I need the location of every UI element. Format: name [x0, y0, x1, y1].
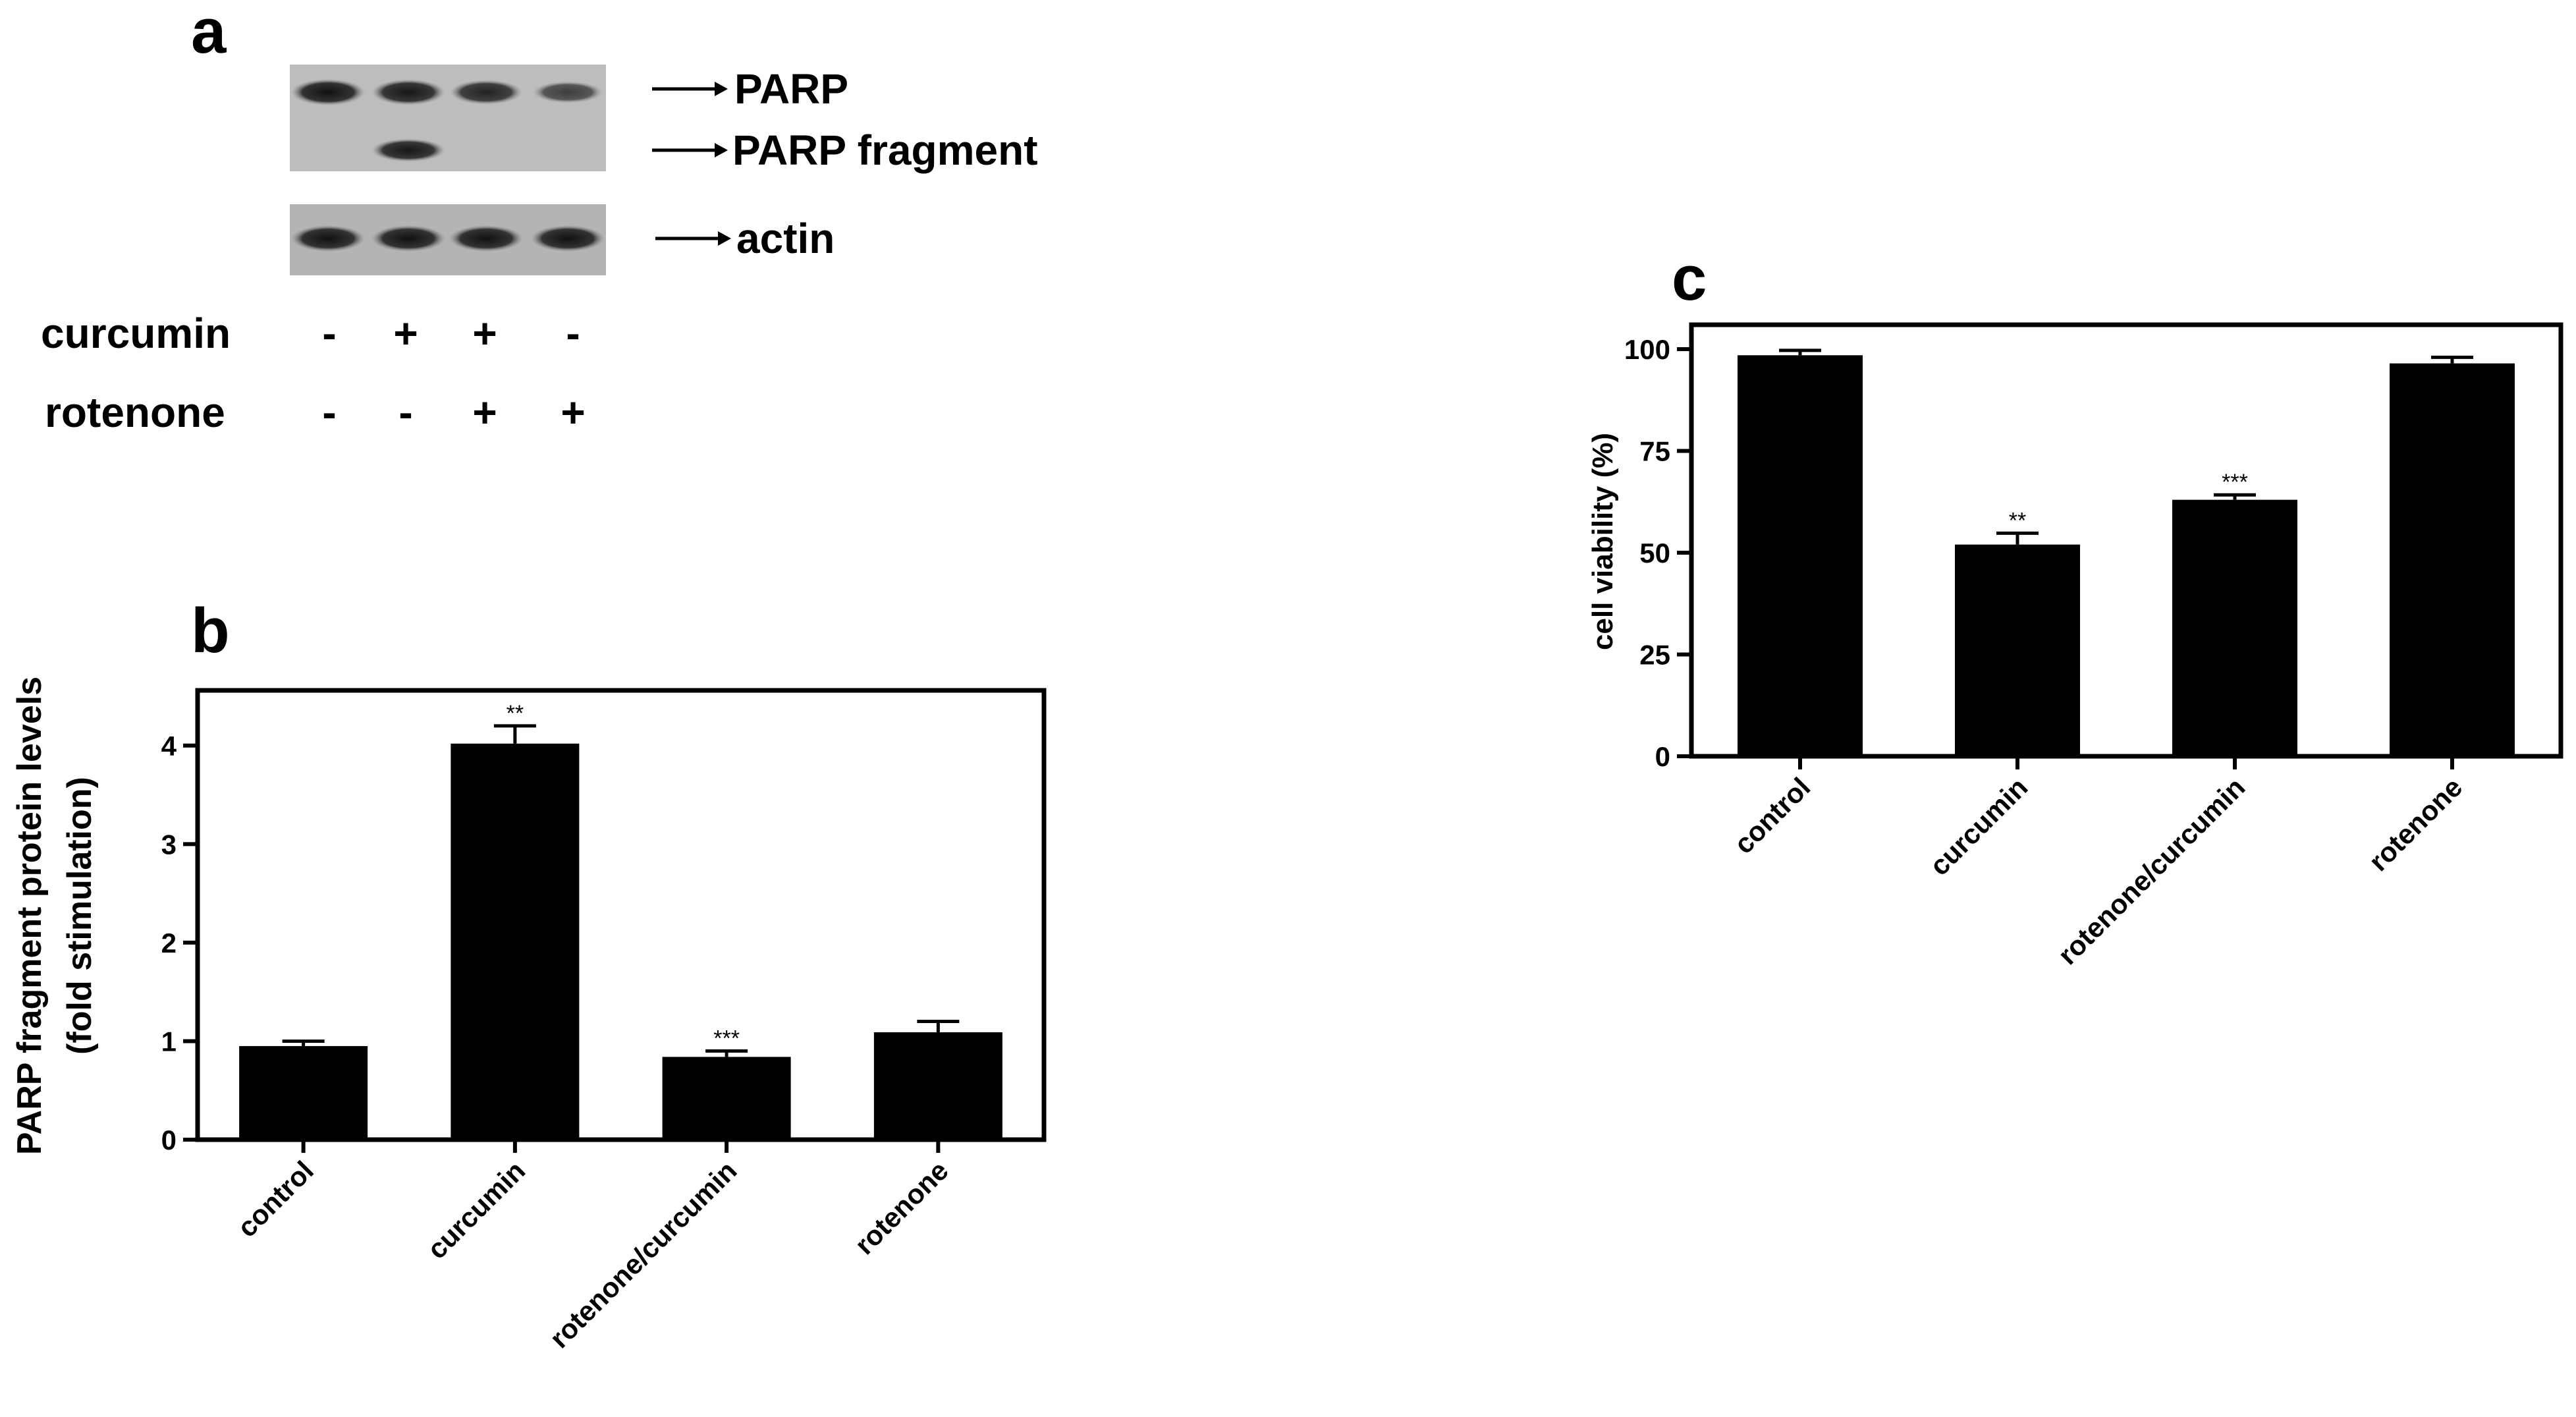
arrow-head-parp-fragment [715, 143, 728, 157]
sign-rotenone-lane-2: - [398, 389, 412, 436]
chart-c-bar [1955, 544, 2080, 756]
chart-b-bar [239, 1045, 368, 1140]
chart-c: 0 25 50 75 100 control ** curcumin *** rotenone/c… [1624, 322, 2563, 970]
chart-c-category-label: rotenone [2363, 771, 2468, 877]
chart-b-ytick-label: 3 [161, 829, 177, 860]
chart-c-ytick-label: 100 [1624, 334, 1670, 365]
sign-rotenone-lane-3: + [472, 389, 497, 436]
chart-b-category-label: rotenone/curcumin [543, 1155, 742, 1354]
chart-b-bar [873, 1032, 1002, 1140]
panel-label-b: b [191, 596, 230, 666]
arrow-head-actin [718, 231, 731, 246]
sign-rotenone-lane-4: + [561, 389, 585, 436]
chart-b: 0 1 2 3 4 control ** curcumin *** rotenone/curcum… [161, 688, 1047, 1354]
sign-curcumin-lane-2: + [393, 310, 418, 357]
blot-band-actin-lane-1 [291, 225, 365, 252]
chart-b-significance-label: ** [507, 701, 524, 726]
chart-b-category-label: rotenone [848, 1155, 954, 1260]
panel-b: b 0 1 2 3 4 control ** curcumin *** rotenone/curc… [11, 596, 1047, 1354]
chart-b-ytick-label: 4 [161, 731, 177, 762]
chart-b-plot-frame [195, 688, 1047, 1142]
chart-c-significance-label: *** [2222, 470, 2248, 495]
blot-band-actin-lane-3 [449, 225, 523, 252]
blot-band-actin-lane-2 [371, 225, 445, 252]
treatment-signs: - + + - - - + + [322, 310, 585, 436]
chart-c-bar [2172, 499, 2297, 756]
chart-b-ytick-label: 2 [161, 928, 177, 959]
chart-c-plot-frame [1689, 322, 2563, 759]
chart-c-ytick-label: 50 [1639, 538, 1670, 569]
chart-c-category-label: curcumin [1923, 771, 2033, 881]
band-label-parp-fragment: PARP fragment [652, 126, 1038, 174]
chart-c-bar [2390, 363, 2515, 756]
blot-band-actin-lane-4 [531, 225, 605, 252]
chart-c-ytick-label: 25 [1639, 640, 1670, 671]
chart-c-ytick-label: 0 [1655, 741, 1670, 772]
chart-c-significance-label: ** [2009, 508, 2026, 533]
chart-b-ytick-label: 0 [161, 1125, 177, 1155]
sign-curcumin-lane-4: - [566, 310, 580, 357]
chart-c-bar [1738, 355, 1863, 756]
chart-c-category-label: control [1728, 771, 1816, 860]
band-label-parp: PARP [652, 65, 848, 113]
western-blot [290, 65, 606, 275]
chart-b-significance-label: *** [713, 1026, 740, 1051]
chart-b-ylabel-line-1: PARP fragment protein levels [11, 677, 49, 1155]
chart-b-category-label: curcumin [421, 1155, 531, 1265]
band-label-parp-text: PARP [734, 65, 848, 113]
sign-rotenone-lane-1: - [322, 389, 336, 436]
panel-label-a: a [191, 0, 227, 67]
arrow-head-parp [715, 82, 728, 96]
blot-band-parp-lane-1 [291, 79, 365, 105]
chart-c-ytick-label: 75 [1639, 436, 1670, 467]
treatment-label-rotenone: rotenone [45, 389, 225, 436]
chart-b-bar [451, 743, 580, 1140]
chart-b-bar [662, 1057, 791, 1140]
blot-band-parp-lane-2 [371, 79, 445, 105]
panel-a: a PARP PARP fragment actin curcumin rote… [41, 0, 1038, 436]
chart-b-ylabel-line-2: (fold stimulation) [61, 777, 99, 1055]
chart-b-ytick-label: 1 [161, 1026, 177, 1057]
blot-band-parp-fragment-lane-2 [371, 138, 445, 162]
panel-label-c: c [1672, 243, 1707, 314]
chart-c-category-label: rotenone/curcumin [2052, 771, 2251, 970]
band-label-actin-text: actin [736, 215, 835, 262]
sign-curcumin-lane-3: + [472, 310, 497, 357]
chart-c-ylabel: cell viability (%) [1587, 433, 1619, 650]
blot-band-parp-lane-3 [450, 80, 522, 105]
treatment-label-curcumin: curcumin [41, 310, 231, 357]
band-label-parp-fragment-text: PARP fragment [732, 126, 1038, 174]
blot-band-parp-lane-4 [533, 81, 603, 103]
panel-c: c 0 25 50 75 100 control ** curcumin *** rotenone… [1587, 243, 2563, 970]
band-label-actin: actin [655, 215, 835, 262]
sign-curcumin-lane-1: - [322, 310, 336, 357]
chart-b-category-label: control [231, 1155, 319, 1243]
